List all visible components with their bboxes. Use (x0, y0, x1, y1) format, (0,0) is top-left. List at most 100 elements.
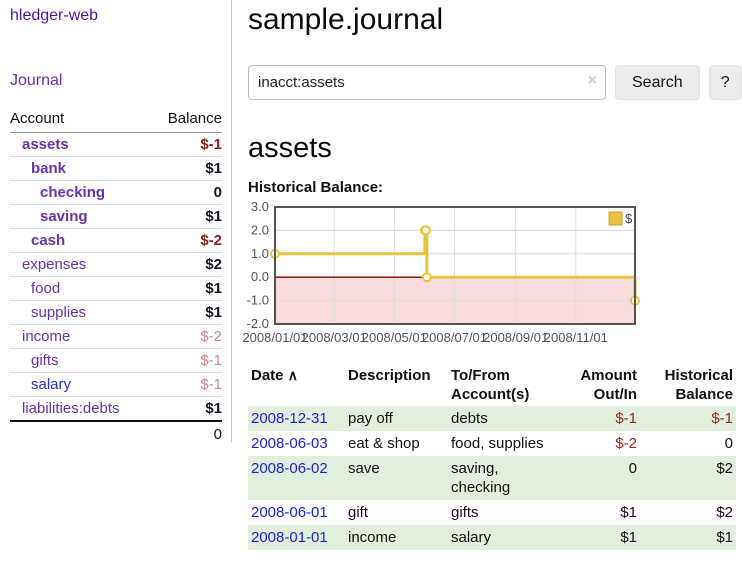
transaction-description: save (348, 460, 380, 477)
search-button[interactable]: Search (615, 65, 700, 100)
svg-text:2008/07/01: 2008/07/01 (422, 330, 487, 345)
account-row: saving $1 (10, 204, 222, 229)
account-row: expenses $2 (10, 252, 222, 277)
transaction-date-link[interactable]: 2008-01-01 (251, 529, 328, 546)
app-brand: hledger-web (0, 7, 231, 25)
svg-text:-1.0: -1.0 (247, 293, 269, 308)
svg-text:2008/03/01: 2008/03/01 (302, 330, 367, 345)
account-link[interactable]: liabilities:debts (22, 400, 120, 417)
date-header-label: Date (251, 367, 284, 384)
transaction-balance: 0 (724, 435, 733, 452)
account-link[interactable]: cash (31, 232, 66, 249)
svg-text:2.0: 2.0 (251, 222, 269, 237)
account-link[interactable]: checking (40, 184, 106, 201)
transaction-accounts: debts (451, 410, 488, 427)
account-link[interactable]: food (31, 280, 61, 297)
transaction-amount: $1 (620, 504, 637, 521)
account-balance: $-2 (151, 228, 222, 253)
accounts-table: Account Balance assets $-1 bank $1 check… (10, 107, 222, 447)
transaction-balance: $2 (716, 504, 733, 521)
transaction-description: income (348, 529, 397, 546)
amount-header-line2: Out/In (593, 386, 637, 403)
brand-link[interactable]: hledger-web (10, 7, 99, 24)
account-link[interactable]: salary (31, 376, 72, 393)
accounts-header-row: Account Balance (10, 107, 222, 133)
register-header-historical: Historical Balance (640, 364, 736, 406)
transaction-date-link[interactable]: 2008-06-02 (251, 460, 328, 477)
historical-balance-chart: $ 3.0 2.0 1.0 0.0 -1.0 -2.0 2008/01/01 2008/03/… (242, 200, 742, 350)
register-row: 2008-06-02 save saving, checking 0 $2 (248, 456, 736, 500)
search-input[interactable] (248, 65, 606, 100)
sidebar-nav: Journal (0, 72, 231, 90)
transaction-date-link[interactable]: 2008-06-01 (251, 504, 328, 521)
svg-text:2008/01/01: 2008/01/01 (242, 330, 307, 345)
account-balance: $-1 (151, 372, 222, 397)
sidebar-item-journal[interactable]: Journal (10, 72, 63, 89)
clear-search-icon[interactable]: × (587, 72, 597, 89)
account-link[interactable]: gifts (31, 352, 59, 369)
account-balance: $1 (151, 204, 222, 229)
account-link[interactable]: supplies (31, 304, 87, 321)
transaction-description: pay off (348, 410, 393, 427)
transaction-amount: $-1 (615, 410, 637, 427)
account-balance: $1 (151, 156, 222, 181)
account-row: supplies $1 (10, 300, 222, 325)
register-header-row: Date ∧ Description To/From Account(s) Am… (248, 364, 736, 406)
historical-header-line1: Historical (664, 367, 733, 384)
transaction-balance: $2 (716, 460, 733, 477)
page-title: sample.journal (248, 3, 444, 36)
legend-swatch (608, 211, 623, 226)
amount-header-line1: Amount (580, 367, 637, 384)
account-row: checking 0 (10, 180, 222, 205)
accounts-total-row: 0 (10, 420, 222, 447)
tofrom-header-line2: Account(s) (451, 386, 530, 403)
sort-ascending-icon: ∧ (287, 367, 298, 383)
account-link[interactable]: expenses (22, 256, 87, 273)
transaction-date-link[interactable]: 2008-06-03 (251, 435, 328, 452)
account-balance: $-1 (151, 348, 222, 373)
register-header-amount: Amount Out/In (560, 364, 640, 406)
accounts-header-account: Account (10, 107, 152, 133)
accounts-total-value: 0 (10, 420, 222, 447)
account-row: salary $-1 (10, 372, 222, 397)
accounts-header-balance: Balance (151, 107, 222, 133)
historical-header-line2: Balance (675, 386, 733, 403)
account-row: income $-2 (10, 324, 222, 349)
account-balance: $-2 (151, 324, 222, 349)
transaction-balance: $-1 (711, 410, 733, 427)
svg-text:3.0: 3.0 (251, 200, 269, 214)
chart-title: Historical Balance: (248, 179, 384, 196)
search-bar: × Search ? (248, 65, 742, 100)
account-balance: $1 (151, 396, 222, 421)
transaction-balance: $1 (716, 529, 733, 546)
account-row: cash $-2 (10, 228, 222, 253)
svg-text:2008/09/01: 2008/09/01 (483, 330, 548, 345)
account-balance: $1 (151, 276, 222, 301)
transaction-accounts: food, supplies (451, 435, 544, 452)
account-row: bank $1 (10, 156, 222, 181)
svg-text:1.0: 1.0 (251, 246, 269, 261)
search-field-wrap: × (248, 65, 606, 100)
account-balance: $-1 (200, 136, 222, 153)
transaction-amount: 0 (628, 460, 637, 477)
help-button[interactable]: ? (708, 65, 742, 100)
svg-text:0.0: 0.0 (251, 269, 269, 284)
main-content: sample.journal × Search ? assets Histori… (242, 0, 742, 550)
register-row: 2008-06-01 gift gifts $1 $2 (248, 500, 736, 525)
account-row: liabilities:debts $1 (10, 396, 222, 421)
transaction-date-link[interactable]: 2008-12-31 (251, 410, 328, 427)
account-link[interactable]: saving (40, 208, 88, 225)
account-heading: assets (248, 132, 332, 164)
svg-text:2008/05/01: 2008/05/01 (362, 330, 427, 345)
transaction-accounts: saving, checking (451, 460, 511, 496)
tofrom-header-line1: To/From (451, 367, 510, 384)
account-link[interactable]: assets (22, 136, 69, 153)
register-header-date[interactable]: Date ∧ (248, 364, 345, 406)
account-link[interactable]: bank (31, 160, 67, 177)
register-row: 2008-12-31 pay off debts $-1 $-1 (248, 406, 736, 431)
account-link[interactable]: income (22, 328, 71, 345)
account-balance: $2 (151, 252, 222, 277)
transaction-accounts: salary (451, 529, 492, 546)
legend-label: $ (625, 211, 633, 226)
transaction-accounts: gifts (451, 504, 479, 521)
